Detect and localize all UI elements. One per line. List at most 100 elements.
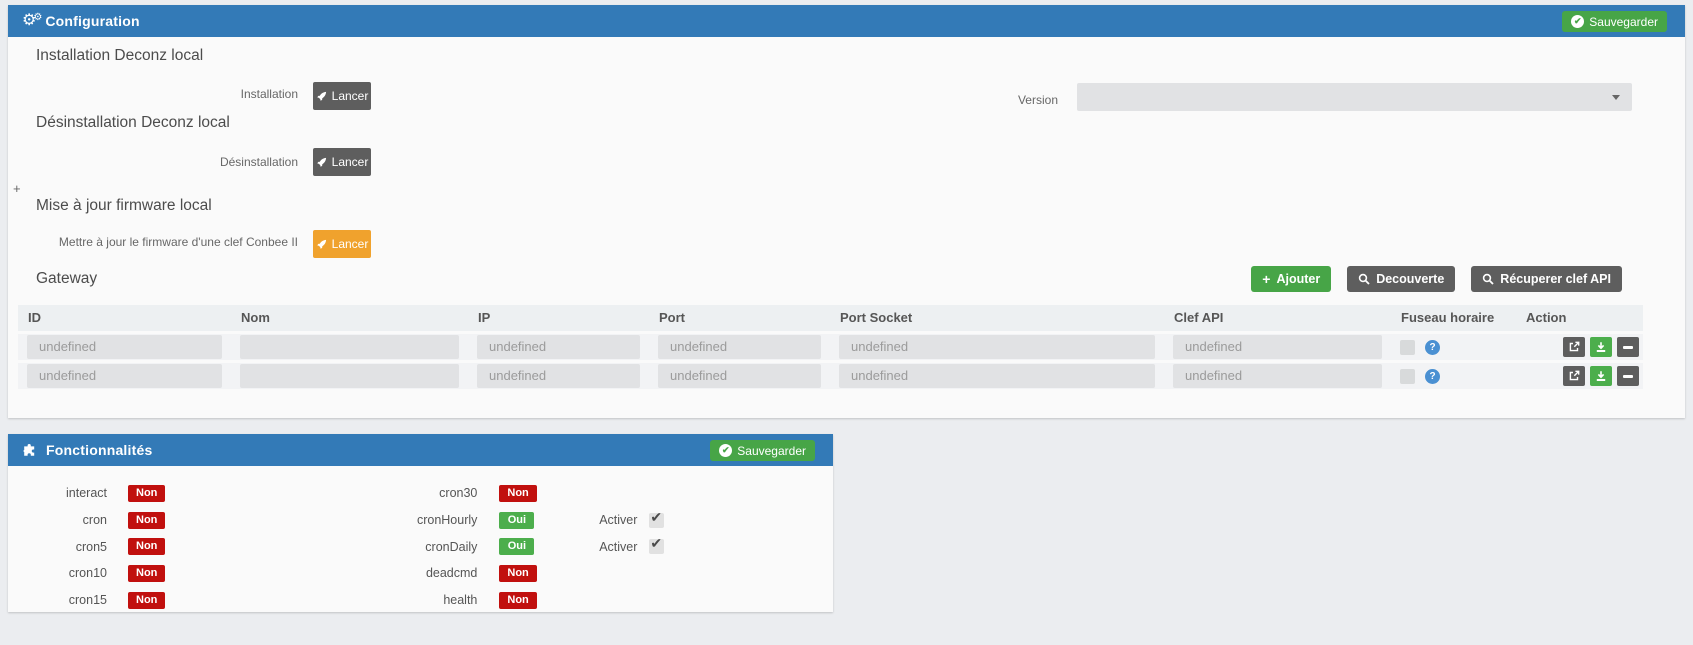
gateway-clef-api-input[interactable]: undefined (1173, 364, 1382, 388)
activer-checkbox[interactable] (649, 509, 665, 528)
discover-button-label: Decouverte (1376, 272, 1445, 286)
features-panel-body: interact Non cron30 Non cron Non cronHou… (8, 466, 833, 613)
activer-label: Activer (599, 513, 638, 528)
save-button-label: Sauvegarder (737, 443, 806, 458)
feature-name-label: cron10 (68, 566, 107, 581)
feature-name-label: health (443, 593, 478, 608)
rocket-icon (316, 239, 327, 250)
gateway-id-input[interactable]: undefined (27, 364, 222, 388)
desinstallation-label: Désinstallation (219, 155, 298, 169)
gateway-open-button[interactable] (1563, 366, 1585, 386)
features-save-button[interactable]: ✔ Sauvegarder (710, 440, 815, 461)
fuseau-horaire-checkbox[interactable] (1400, 339, 1415, 355)
feature-status-badge: Oui (499, 538, 535, 556)
configuration-panel-title: Configuration (45, 13, 140, 29)
launch-button-label: Lancer (331, 237, 369, 251)
gateway-nom-input[interactable] (240, 364, 459, 388)
minus-icon (1623, 345, 1633, 349)
gateway-port-input[interactable]: undefined (658, 335, 821, 359)
feature-name-label: cronDaily (425, 539, 478, 554)
features-panel-header: Fonctionnalités ✔ Sauvegarder (8, 434, 833, 466)
gateway-table: ID Nom IP Port Port Socket Clef API Fuse… (18, 305, 1643, 389)
check-circle-icon: ✔ (1571, 15, 1585, 28)
gateway-ip-input[interactable]: undefined (477, 335, 640, 359)
section-title-gateway: Gateway (36, 270, 98, 287)
column-header-clef-api: Clef API (1174, 310, 1224, 325)
gateway-port-input[interactable]: undefined (658, 364, 821, 388)
minus-icon (1623, 374, 1633, 378)
firmware-label: Mettre à jour le firmware d'une clef Con… (58, 235, 298, 249)
gateway-remove-button[interactable] (1617, 366, 1639, 386)
column-header-fuseau-horaire: Fuseau horaire (1401, 310, 1495, 325)
feature-row: cron5 Non cronDaily Oui Activer (8, 533, 833, 560)
firmware-launch-button[interactable]: Lancer (313, 230, 371, 258)
gateway-nom-input[interactable] (240, 335, 459, 359)
feature-row: cron10 Non deadcmd Non (8, 560, 833, 587)
gateway-open-button[interactable] (1563, 337, 1585, 357)
activer-label: Activer (599, 539, 638, 554)
features-panel-title: Fonctionnalités (46, 442, 153, 458)
section-title-firmware: Mise à jour firmware local (36, 197, 212, 214)
question-circle-icon[interactable]: ? (1425, 368, 1440, 384)
gateway-get-api-key-button[interactable]: Récuperer clef API (1471, 266, 1622, 292)
feature-status-badge: Non (128, 564, 166, 582)
section-title-installation: Installation Deconz local (36, 47, 204, 64)
column-header-nom: Nom (241, 310, 270, 325)
gateway-port-socket-input[interactable]: undefined (839, 364, 1155, 388)
gateway-action-buttons: + Ajouter Decouverte Récuperer clef API (1251, 266, 1622, 292)
features-panel: Fonctionnalités ✔ Sauvegarder interact N… (8, 434, 833, 612)
stray-plus-text: + (13, 181, 21, 196)
launch-button-label: Lancer (331, 155, 369, 169)
feature-name-label: deadcmd (425, 566, 478, 581)
gateway-table-header: ID Nom IP Port Port Socket Clef API Fuse… (18, 305, 1643, 331)
gateway-ip-input[interactable]: undefined (477, 364, 640, 388)
rocket-icon (316, 157, 327, 168)
section-title-desinstallation: Désinstallation Deconz local (36, 114, 230, 131)
feature-status-badge: Non (499, 564, 537, 582)
feature-status-badge: Oui (499, 511, 535, 529)
desinstallation-launch-button[interactable]: Lancer (313, 148, 371, 176)
feature-name-label: cron (82, 513, 107, 528)
feature-name-label: cron30 (439, 486, 478, 501)
column-header-port-socket: Port Socket (840, 310, 913, 325)
gateway-clef-api-input[interactable]: undefined (1173, 335, 1382, 359)
activer-checkbox[interactable] (649, 535, 665, 555)
gateway-port-socket-input[interactable]: undefined (839, 335, 1155, 359)
gateway-remove-button[interactable] (1617, 337, 1639, 357)
feature-status-badge: Non (128, 484, 166, 502)
add-button-label: Ajouter (1276, 272, 1321, 286)
gateway-id-input[interactable]: undefined (27, 335, 222, 359)
configuration-panel-body: Installation Deconz local Installation L… (8, 37, 1685, 418)
feature-status-badge: Non (499, 591, 537, 609)
gateway-table-row: undefined undefined undefined undefined … (18, 331, 1643, 360)
gears-icon: ⚙ ⚙ (22, 12, 43, 29)
gateway-add-button[interactable]: + Ajouter (1251, 266, 1332, 292)
configuration-save-button[interactable]: ✔ Sauvegarder (1562, 11, 1667, 32)
column-header-port: Port (659, 310, 685, 325)
rocket-icon (316, 91, 327, 102)
search-icon (1482, 273, 1494, 285)
installation-launch-button[interactable]: Lancer (313, 82, 371, 110)
feature-name-label: cronHourly (416, 513, 478, 528)
chevron-down-icon (1612, 94, 1620, 100)
gateway-table-body: undefined undefined undefined undefined … (18, 331, 1643, 389)
fuseau-horaire-checkbox[interactable] (1400, 368, 1415, 384)
feature-name-label: cron15 (68, 593, 107, 608)
puzzle-icon (22, 443, 37, 458)
api-key-button-label: Récuperer clef API (1500, 272, 1611, 286)
configuration-panel: ⚙ ⚙ Configuration ✔ Sauvegarder Installat… (8, 5, 1685, 418)
question-circle-icon[interactable]: ? (1425, 339, 1440, 355)
column-header-action: Action (1526, 310, 1567, 325)
external-link-icon (1568, 341, 1580, 353)
gateway-download-button[interactable] (1590, 337, 1612, 357)
version-select[interactable] (1077, 83, 1632, 111)
gateway-discover-button[interactable]: Decouverte (1347, 266, 1456, 292)
column-header-id: ID (28, 310, 41, 325)
plus-icon: + (1262, 271, 1271, 287)
check-circle-icon: ✔ (719, 444, 733, 457)
feature-name-label: cron5 (75, 539, 107, 554)
feature-row: interact Non cron30 Non (8, 480, 833, 507)
external-link-icon (1568, 370, 1580, 382)
feature-name-label: interact (66, 486, 107, 501)
gateway-download-button[interactable] (1590, 366, 1612, 386)
